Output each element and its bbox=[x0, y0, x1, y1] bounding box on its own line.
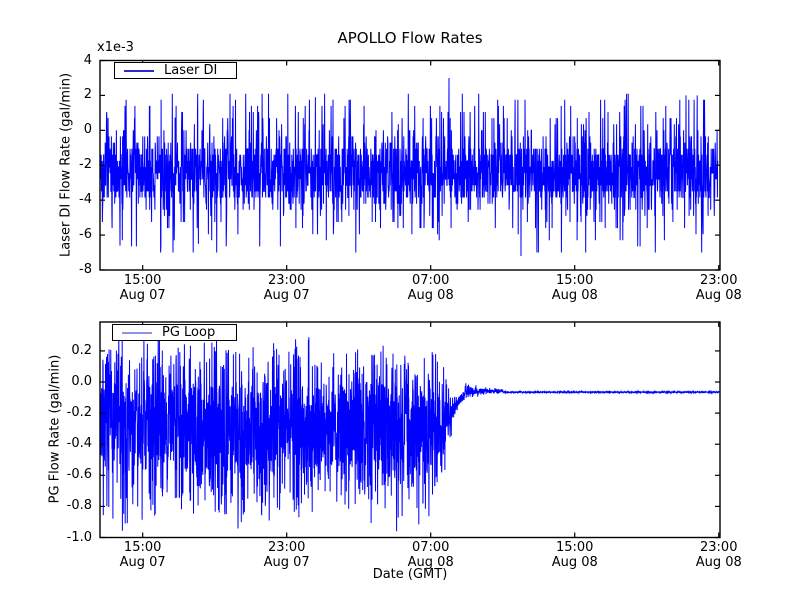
x-tick-time-label: 07:00 bbox=[411, 272, 450, 288]
laser-di-series-line bbox=[99, 77, 719, 257]
y-tick-label: 4 bbox=[83, 52, 92, 68]
pg-loop-series-line bbox=[99, 334, 721, 532]
x-tick-date-label: Aug 08 bbox=[551, 555, 598, 570]
legend-pg-loop: PG Loop bbox=[112, 324, 237, 341]
y-tick-label: 0.0 bbox=[71, 374, 92, 390]
chart-title: APOLLO Flow Rates bbox=[337, 29, 483, 47]
x-tick-date-label: Aug 08 bbox=[695, 287, 742, 303]
axes-spines bbox=[99, 321, 721, 539]
y-tick-label: -0.4 bbox=[66, 436, 92, 452]
x-tick-time-label: 23:00 bbox=[700, 540, 738, 555]
x-tick-time-label: 15:00 bbox=[555, 540, 594, 555]
x-tick-date-label: Aug 07 bbox=[119, 555, 166, 570]
x-tick-date-label: Aug 07 bbox=[119, 287, 166, 303]
x-tick-time-label: 07:00 bbox=[411, 540, 450, 555]
y-tick-label: -0.8 bbox=[66, 498, 92, 514]
legend-line-sample bbox=[122, 331, 152, 334]
x-axis-label: Date (GMT) bbox=[372, 567, 448, 582]
y-tick-label: 0 bbox=[83, 122, 92, 138]
x-tick-time-label: 15:00 bbox=[555, 272, 594, 288]
y-axis-offset-label: x1e-3 bbox=[97, 40, 134, 55]
x-tick-date-label: Aug 08 bbox=[407, 555, 454, 570]
x-tick-date-label: Aug 08 bbox=[695, 555, 742, 570]
x-tick-time-label: 23:00 bbox=[700, 272, 738, 288]
y-tick-label: -4 bbox=[79, 192, 92, 208]
y-tick-label: -1.0 bbox=[66, 529, 92, 545]
x-tick-time-label: 15:00 bbox=[123, 540, 162, 555]
x-tick-date-label: Aug 07 bbox=[263, 555, 310, 570]
y-tick-label: -6 bbox=[79, 227, 92, 243]
y-tick-label: 0.2 bbox=[71, 342, 92, 358]
legend-label: PG Loop bbox=[162, 324, 216, 340]
legend-line-sample bbox=[124, 69, 154, 72]
legend-label: Laser DI bbox=[164, 62, 218, 78]
x-tick-date-label: Aug 08 bbox=[407, 287, 454, 303]
x-tick-time-label: 23:00 bbox=[267, 272, 306, 288]
y-tick-label: -8 bbox=[79, 262, 92, 277]
y-tick-label: 2 bbox=[83, 87, 92, 103]
x-tick-time-label: 23:00 bbox=[267, 540, 306, 555]
x-tick-date-label: Aug 08 bbox=[551, 287, 598, 303]
x-tick-time-label: 15:00 bbox=[123, 272, 162, 288]
x-tick-date-label: Aug 07 bbox=[263, 287, 310, 303]
y-tick-label: -2 bbox=[79, 157, 92, 173]
y-tick-label: -0.6 bbox=[66, 467, 92, 483]
legend-laser-di: Laser DI bbox=[114, 62, 237, 79]
y-tick-label: -0.2 bbox=[66, 405, 92, 421]
